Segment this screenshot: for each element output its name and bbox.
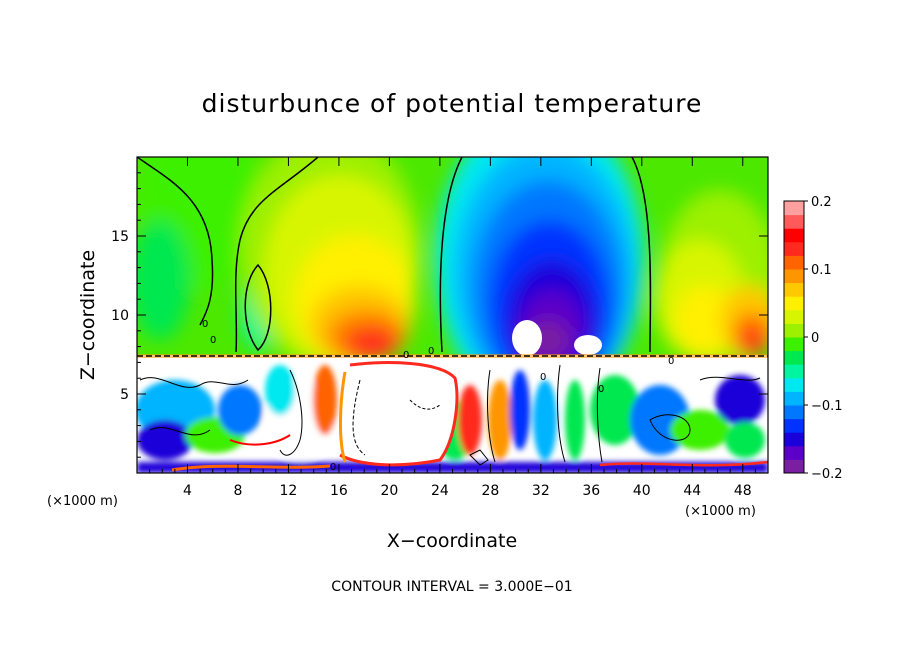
x-tick-label: 28 bbox=[481, 483, 499, 499]
x-tick-label: 20 bbox=[380, 483, 398, 499]
x-unit-right: (×1000 m) bbox=[685, 504, 756, 519]
colorbar-swatch bbox=[784, 228, 804, 243]
contour-lines bbox=[137, 157, 768, 466]
x-axis: 4 8 12 16 20 24 28 32 36 40 44 48 bbox=[149, 157, 756, 499]
x-tick-label: 36 bbox=[582, 483, 600, 499]
x-tick-label: 16 bbox=[330, 483, 348, 499]
colorbar-swatch bbox=[784, 445, 804, 460]
x-tick-label: 44 bbox=[683, 483, 701, 499]
colorbar-swatch bbox=[784, 391, 804, 406]
x-axis-label: X−coordinate bbox=[387, 530, 517, 552]
contour-label-group: 0 0 0 0 0 0 0 0 bbox=[202, 319, 674, 473]
y-tick-label: 10 bbox=[111, 308, 129, 324]
contour-label: 0 bbox=[668, 356, 674, 367]
colorbar-swatch bbox=[784, 255, 804, 270]
colorbar-swatch bbox=[784, 364, 804, 379]
contour-label: 0 bbox=[330, 462, 336, 473]
colorbar-swatch bbox=[784, 323, 804, 338]
x-tick-label: 32 bbox=[532, 483, 550, 499]
colorbar-swatch bbox=[784, 377, 804, 392]
colorbar-swatch bbox=[784, 269, 804, 284]
x-tick-label: 8 bbox=[233, 483, 242, 499]
contour-label: 0 bbox=[202, 319, 208, 330]
x-tick-label: 4 bbox=[183, 483, 192, 499]
contour-label: 0 bbox=[540, 372, 546, 383]
colorbar-swatch bbox=[784, 337, 804, 352]
colorbar-swatch bbox=[784, 241, 804, 256]
colorbar-swatch bbox=[784, 282, 804, 297]
y-tick-label: 5 bbox=[120, 387, 129, 403]
x-tick-label: 12 bbox=[280, 483, 298, 499]
colorbar-swatch bbox=[784, 432, 804, 447]
y-tick-label: 15 bbox=[111, 229, 129, 245]
contour-label: 0 bbox=[428, 346, 434, 357]
colorbar-tick-label: −0.2 bbox=[811, 467, 843, 482]
colorbar-swatch bbox=[784, 459, 804, 474]
x-tick-label: 40 bbox=[633, 483, 651, 499]
x-unit-left: (×1000 m) bbox=[47, 494, 118, 509]
colorbar-swatch bbox=[784, 201, 804, 216]
colorbar-tick-label: 0.1 bbox=[811, 263, 832, 278]
colorbar-swatch bbox=[784, 214, 804, 229]
colorbar-swatch bbox=[784, 296, 804, 311]
contour-label: 0 bbox=[210, 335, 216, 346]
x-tick-label: 48 bbox=[734, 483, 752, 499]
y-axis-label: Z−coordinate bbox=[77, 250, 99, 380]
x-tick-label: 24 bbox=[431, 483, 449, 499]
colorbar-swatch bbox=[784, 405, 804, 420]
colorbar-tick-label: 0 bbox=[811, 331, 819, 346]
colorbar bbox=[783, 200, 805, 474]
contour-label: 0 bbox=[598, 384, 604, 395]
heatmap-field bbox=[137, 157, 768, 473]
colorbar-tick-label: 0.2 bbox=[811, 195, 832, 210]
y-axis: 5 10 15 bbox=[111, 172, 768, 458]
colorbar-ticks: 0.2 0.1 0 −0.1 −0.2 bbox=[804, 195, 843, 482]
contour-interval-note: CONTOUR INTERVAL = 3.000E−01 bbox=[331, 579, 572, 595]
contour-label: 0 bbox=[403, 350, 409, 361]
colorbar-swatch bbox=[784, 350, 804, 365]
colorbar-swatch bbox=[784, 418, 804, 433]
colorbar-tick-label: −0.1 bbox=[811, 399, 843, 414]
chart-title: disturbunce of potential temperature bbox=[202, 89, 703, 118]
colorbar-swatch bbox=[784, 309, 804, 324]
